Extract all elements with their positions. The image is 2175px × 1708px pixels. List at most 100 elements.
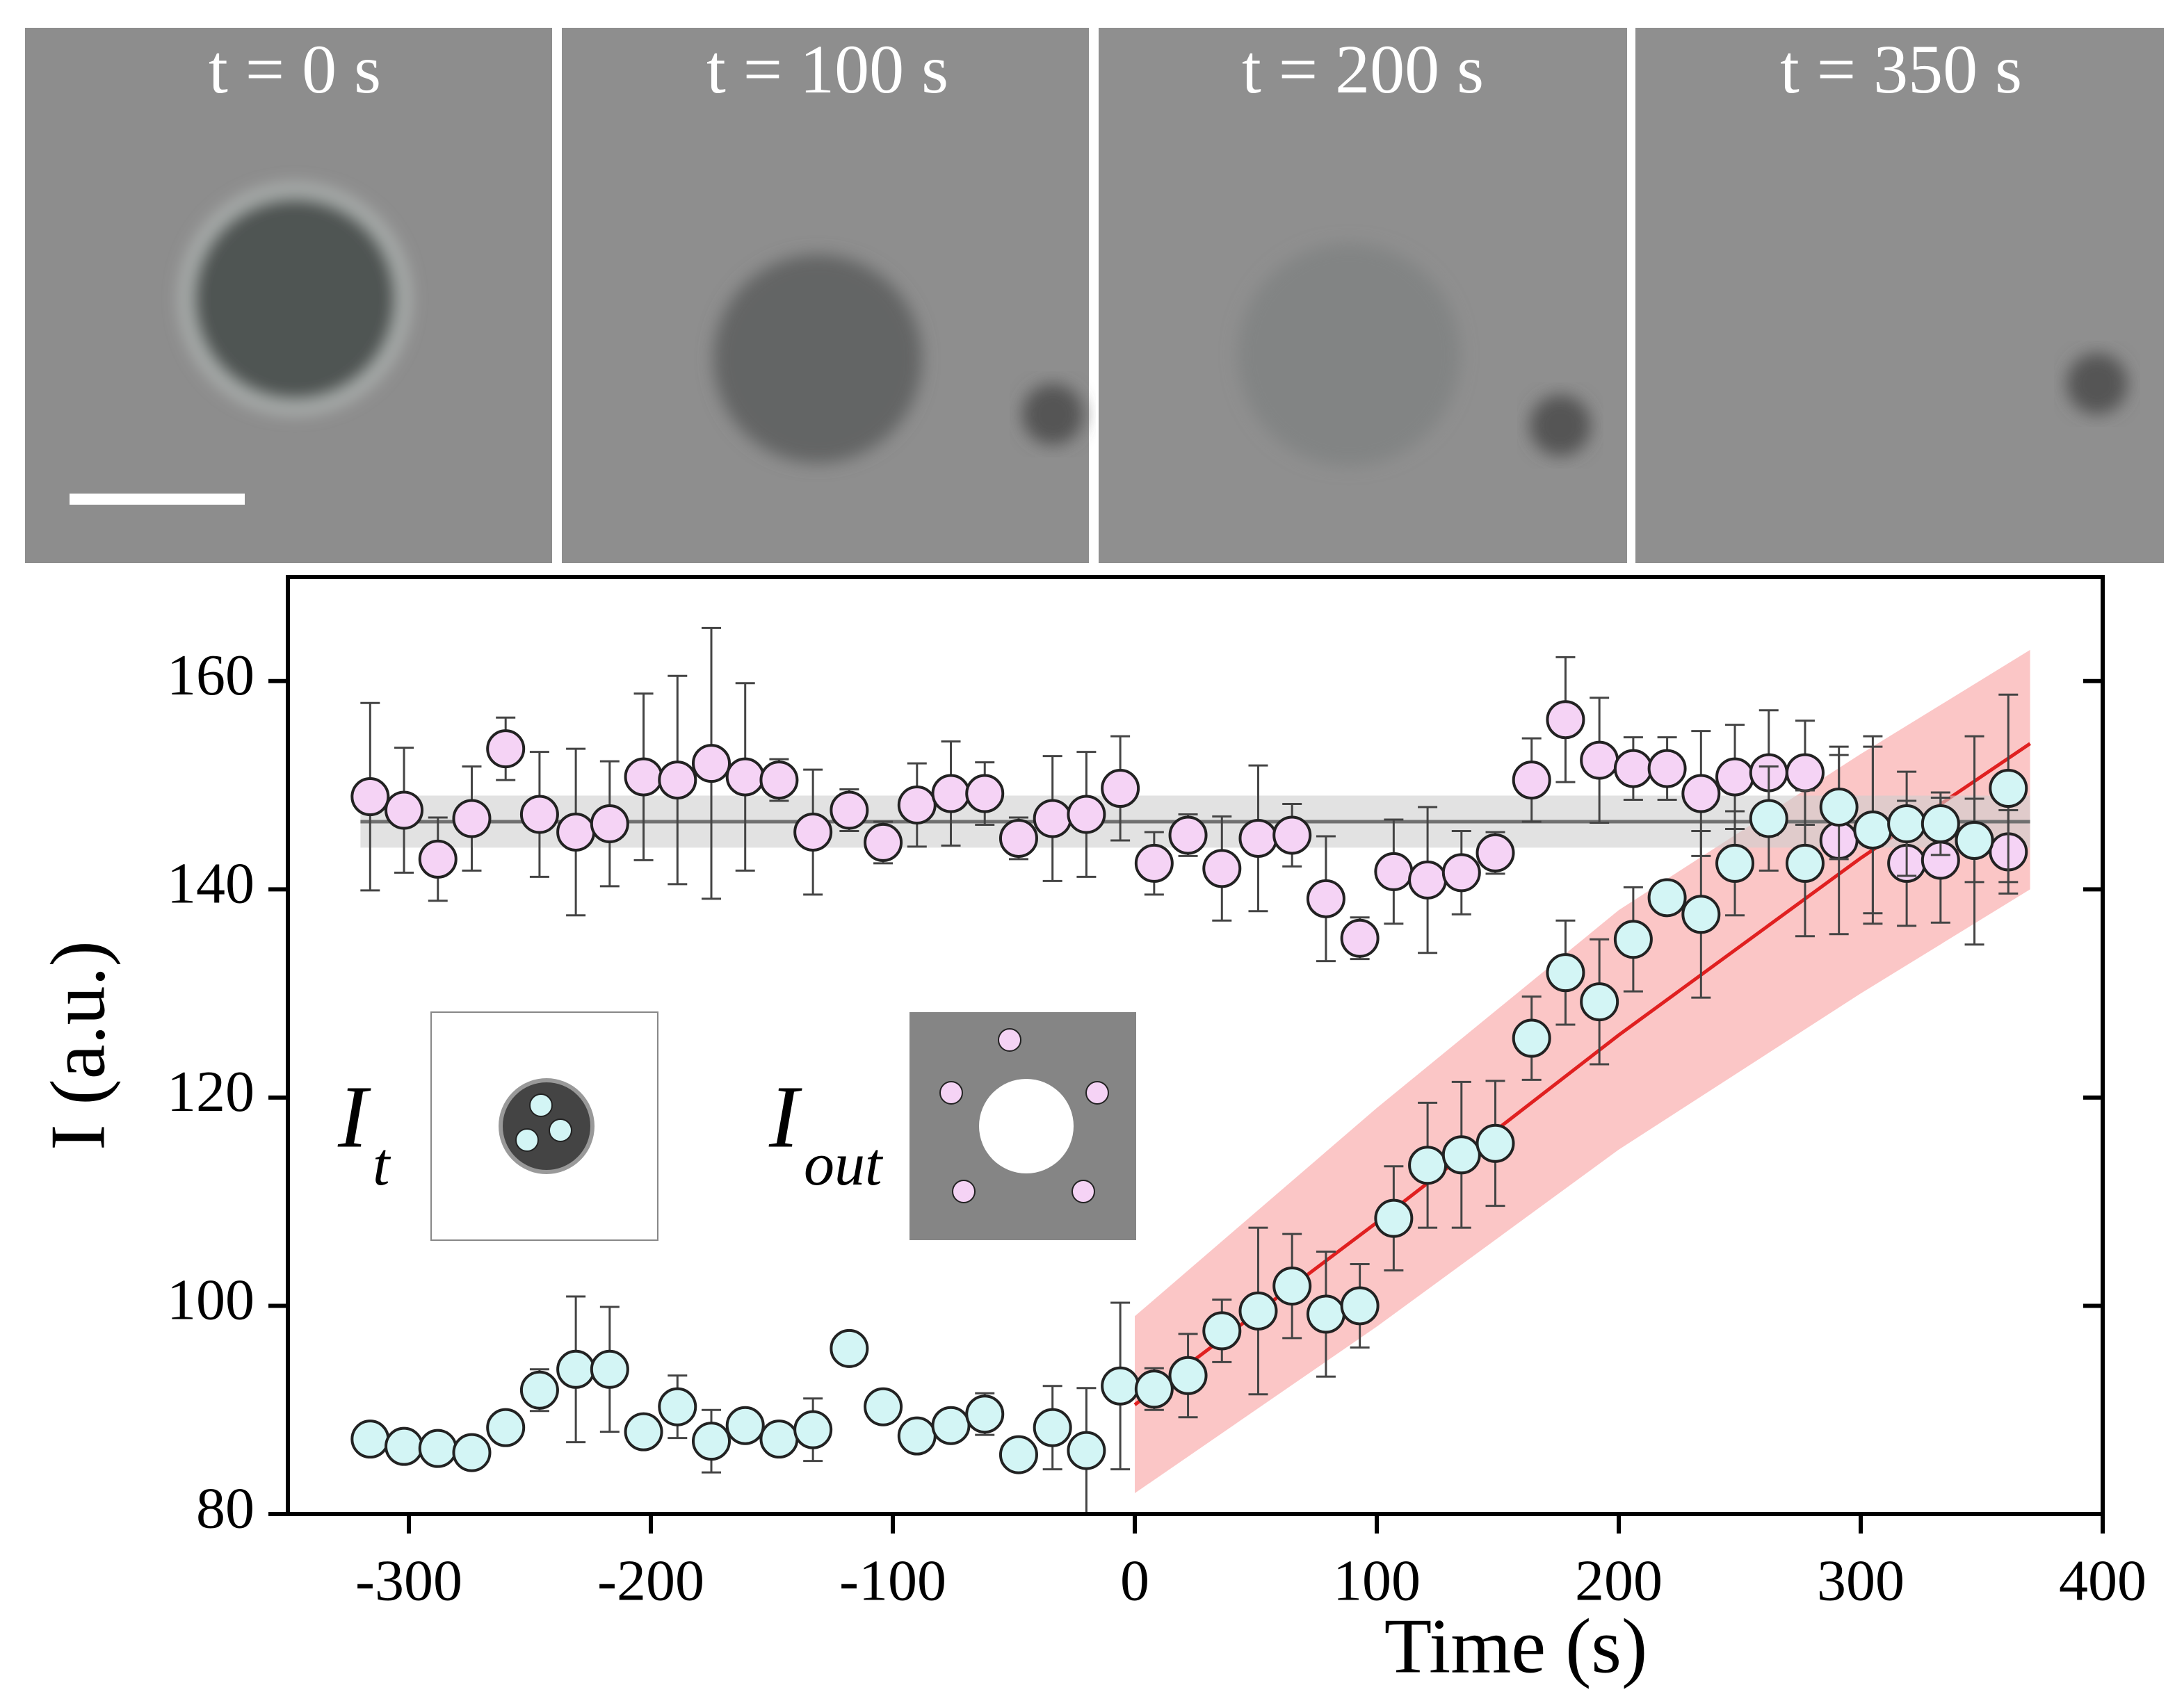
data-point [556,812,596,852]
data-point [486,1408,526,1447]
data-point [1512,761,1551,800]
insets: I t I out [337,1011,1136,1241]
data-point [725,1406,765,1445]
data-point [1647,749,1687,788]
roi [998,1028,1021,1052]
droplet [499,1078,595,1174]
data-point [1715,757,1755,797]
plot-frame [286,575,2105,1516]
data-point [1306,1294,1345,1334]
data-point [1475,1123,1515,1163]
data-point [1989,769,2028,808]
data-point [759,1420,799,1459]
data-point [1785,753,1825,792]
data-point [1408,860,1448,900]
data-point [624,1412,663,1451]
data-point [1475,833,1515,872]
data-point [1033,799,1072,838]
data-point [1134,1369,1174,1409]
x-tick-label: -300 [355,1548,462,1613]
data-point [1853,810,1893,849]
data-point [1202,849,1242,888]
data-point [1134,843,1174,883]
data-point [1955,820,1994,860]
data-point [965,1394,1005,1434]
droplet [1238,243,1460,466]
data-point [350,777,390,817]
inset-label-sub: t [373,1131,391,1198]
data-point [965,774,1005,813]
data-point [1272,1266,1312,1306]
data-point [998,1435,1038,1474]
y-tick-label: 100 [167,1268,254,1333]
data-point [830,790,869,830]
particle [1530,395,1591,456]
data-point [1441,1135,1481,1175]
x-tick-label: 400 [2059,1548,2146,1613]
data-point [725,757,765,797]
data-point [1101,769,1140,808]
data-point [692,744,731,783]
data-point [658,761,697,800]
data-point [897,786,937,825]
data-point [1340,1286,1380,1326]
plot [350,626,2032,1515]
y-axis-label: I (a.u.) [35,941,122,1150]
roi [1072,1180,1095,1203]
data-point [452,1433,492,1472]
data-point [897,1416,937,1456]
panel-label: t = 0 s [209,31,381,108]
data-point [385,1426,424,1466]
data-point [1546,953,1585,993]
roi [549,1119,572,1142]
particle [2067,353,2128,414]
roi [515,1128,539,1152]
data-point [793,812,833,852]
data-point [830,1328,869,1368]
data-point [1819,788,1859,827]
data-point [931,1406,971,1445]
data-point [1033,1408,1072,1447]
panel-label: t = 350 s [1780,31,2022,108]
data-point [1306,879,1345,918]
data-point [486,729,526,769]
x-tick-label: 300 [1817,1548,1905,1613]
data-point [1340,918,1380,958]
data-point [590,1349,629,1389]
data-point [1101,1366,1140,1406]
data-point [624,757,663,797]
data-point [998,818,1038,858]
micrographs: t = 0 s t = 100 s t = 200 s t = 350 s [25,28,2164,563]
data-point [1785,843,1825,883]
panel-label: t = 100 s [706,31,948,108]
data-point [1067,795,1106,834]
data-point [1613,920,1653,959]
data-point [1238,1291,1278,1331]
data-point [1374,852,1414,891]
data-point [418,1429,458,1468]
x-tick-label: 100 [1333,1548,1421,1613]
data-point [793,1410,833,1449]
inset-label: I [337,1067,371,1166]
particle [1022,384,1083,445]
data-point [1512,1018,1551,1058]
x-axis-label: Time (s) [1384,1604,1648,1690]
y-tick-label: 80 [196,1476,254,1540]
data-point [1647,878,1687,918]
data-point [1238,818,1278,858]
data-point [864,822,903,862]
roi [1085,1081,1109,1105]
data-point [418,839,458,879]
x-tick-label: 0 [1120,1548,1149,1613]
roi [952,1180,976,1203]
data-point [1681,774,1721,813]
data-point [1067,1431,1106,1470]
micrograph [1635,28,2164,563]
data-point [1580,982,1619,1022]
data-point [1921,804,1960,843]
data-point [519,1370,559,1410]
inset-label: I [768,1067,802,1166]
confidence-band [1135,649,2030,1494]
